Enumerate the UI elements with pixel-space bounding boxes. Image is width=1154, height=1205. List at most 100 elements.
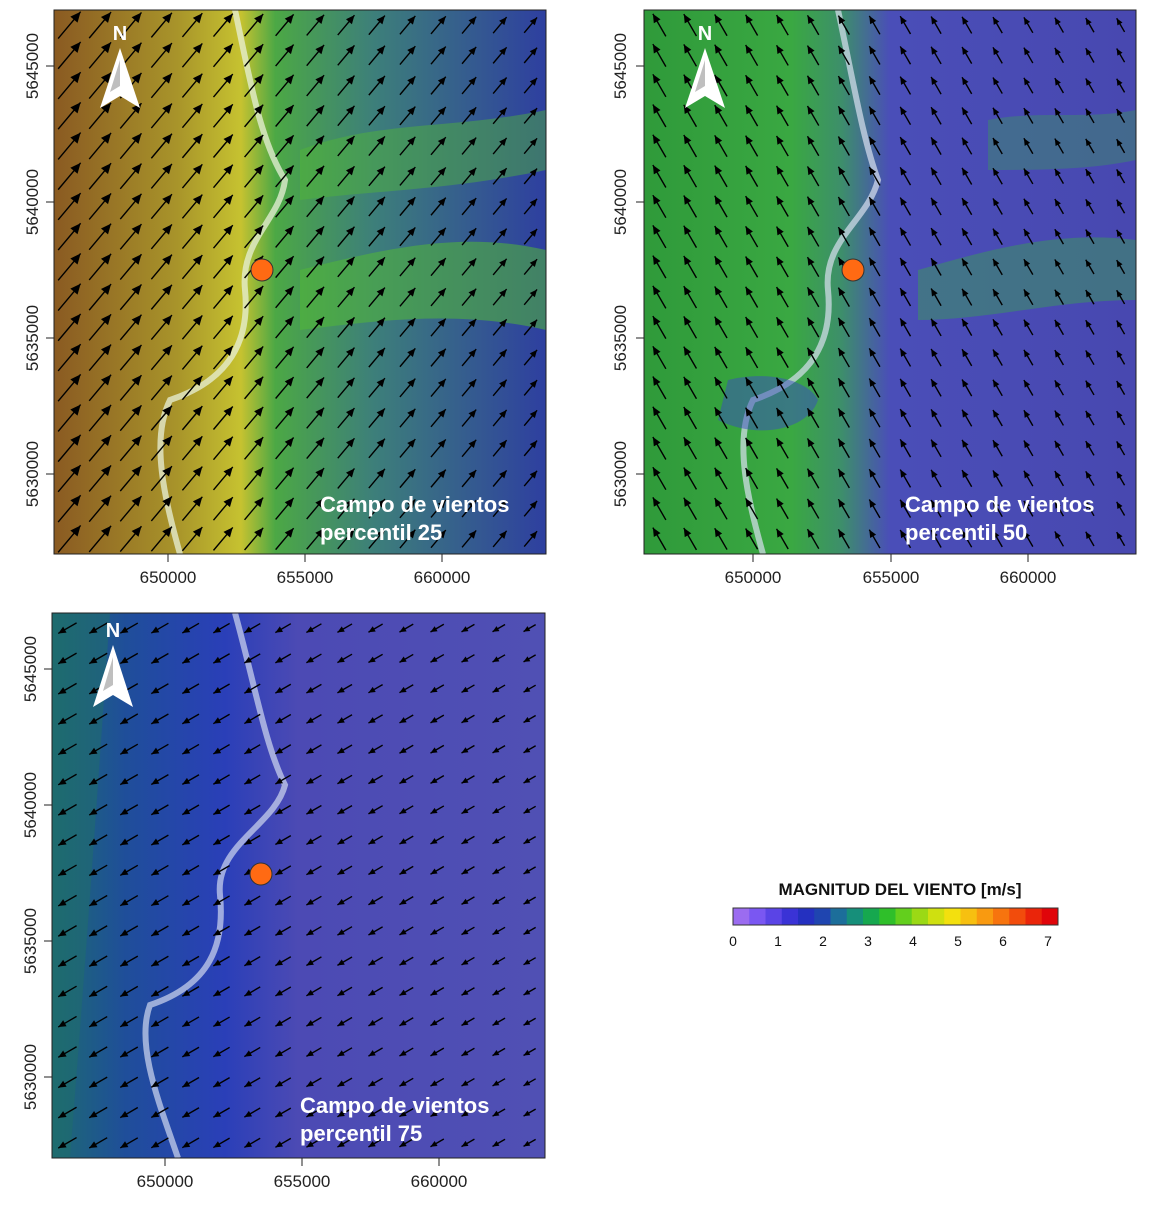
legend-colorbar: 0 1 2 3 4 5 6 7 <box>729 907 1059 949</box>
x-axis: 650000 655000 660000 <box>137 1158 468 1191</box>
wind-arrow-head <box>869 227 877 236</box>
wind-arrow-head <box>376 438 385 448</box>
wind-arrow-head <box>70 102 81 114</box>
wind-arrow-head <box>652 74 661 84</box>
wind-arrow-head <box>254 437 264 447</box>
wind-arrow-head <box>213 838 222 845</box>
wind-arrow-head <box>437 167 446 176</box>
wind-arrow-head <box>776 317 784 327</box>
wind-arrow-head <box>838 257 846 266</box>
wind-arrow-head <box>100 163 112 174</box>
wind-arrow-head <box>714 437 723 447</box>
wind-arrow-head <box>337 686 345 693</box>
wind-arrow-head <box>376 196 385 206</box>
wind-arrow-head <box>714 135 723 145</box>
wind-arrow-head <box>962 137 969 146</box>
wind-arrow-head <box>244 1080 253 1087</box>
wind-arrow-head <box>284 407 294 417</box>
wind-arrow-head <box>337 959 345 966</box>
wind-arrow-head <box>151 929 160 936</box>
wind-arrow-head <box>931 228 938 237</box>
wind-arrow-head <box>120 1050 129 1058</box>
wind-arrow-head <box>407 378 416 388</box>
wind-arrow-head <box>315 528 325 538</box>
wind-arrow-head <box>89 1050 98 1058</box>
wind-arrow-head <box>306 1141 314 1148</box>
wind-arrow-head <box>437 16 446 25</box>
wind-arrow-head <box>499 168 507 177</box>
wind-arrow-head <box>151 899 160 906</box>
wind-arrow-head <box>306 1019 314 1027</box>
wind-arrow-head <box>315 407 325 417</box>
wind-arrow-head <box>523 747 531 753</box>
wind-arrow-head <box>315 498 325 508</box>
wind-arrow-head <box>284 316 294 327</box>
wind-arrow-head <box>430 1110 438 1117</box>
wind-arrow-head <box>192 134 203 145</box>
wind-arrow-head <box>838 438 846 448</box>
wind-arrow-head <box>869 167 877 176</box>
wind-arrow-head <box>162 405 172 417</box>
wind-arrow-head <box>1116 411 1123 419</box>
wind-arrow-head <box>275 959 283 966</box>
wind-arrow-head <box>529 319 538 328</box>
wind-arrow-head <box>992 77 1000 86</box>
wind-arrow-head <box>461 717 469 723</box>
wind-arrow-head <box>529 501 538 509</box>
x-axis: 650000 655000 660000 <box>140 554 470 587</box>
wind-arrow-head <box>437 318 446 327</box>
wind-arrow-head <box>100 525 112 537</box>
wind-arrow-head <box>70 434 81 446</box>
legend-swatch <box>765 908 783 925</box>
wind-arrow-head <box>499 289 507 298</box>
wind-arrow-head <box>407 136 416 146</box>
wind-arrow-head <box>244 929 253 936</box>
wind-arrow-head <box>284 74 294 85</box>
wind-arrow-head <box>492 928 500 935</box>
wind-arrow-head <box>131 435 142 447</box>
wind-arrow-head <box>430 1080 438 1087</box>
wind-arrow-head <box>931 167 938 176</box>
wind-arrow-head <box>58 989 67 997</box>
wind-arrow-head <box>1023 168 1031 177</box>
wind-arrow-head <box>430 838 438 844</box>
wind-arrow-head <box>683 316 692 326</box>
legend-swatch <box>928 908 945 925</box>
wind-arrow-head <box>1023 470 1031 479</box>
legend-tick-label: 1 <box>774 933 782 949</box>
wind-arrow-head <box>70 283 81 295</box>
wind-arrow-head <box>838 76 846 85</box>
wind-arrow-head <box>838 196 846 206</box>
wind-arrow-head <box>499 198 507 207</box>
wind-arrow-head <box>120 1111 129 1118</box>
wind-arrow-head <box>1116 350 1123 358</box>
wind-arrow-head <box>838 15 846 25</box>
wind-arrow-head <box>120 808 129 815</box>
wind-arrow-head <box>89 626 98 634</box>
wind-arrow-head <box>345 196 355 206</box>
wind-arrow-head <box>1023 138 1031 146</box>
wind-arrow-head <box>499 17 507 26</box>
wind-arrow-head <box>284 467 294 478</box>
wind-arrow-head <box>89 1020 98 1027</box>
wind-arrow-head <box>345 317 355 327</box>
wind-arrow-head <box>244 1141 253 1148</box>
wind-arrow-head <box>1054 410 1061 419</box>
wind-arrow-head <box>992 47 1000 56</box>
wind-arrow-head <box>807 317 815 327</box>
x-tick-label: 660000 <box>411 1172 468 1191</box>
wind-arrow-head <box>523 898 531 905</box>
wind-arrow-head <box>120 1141 129 1148</box>
wind-arrow-head <box>376 75 385 85</box>
wind-arrow-head <box>244 686 253 694</box>
wind-arrow-head <box>869 439 877 448</box>
wind-arrow-head <box>745 528 753 538</box>
wind-arrow-head <box>182 1141 191 1148</box>
wind-arrow-head <box>213 1020 222 1027</box>
wind-arrow-head <box>838 45 846 55</box>
wind-arrow-head <box>437 197 446 207</box>
wind-arrow-head <box>131 284 142 296</box>
wind-arrow-head <box>523 1140 531 1147</box>
wind-arrow-head <box>745 196 753 206</box>
wind-arrow-head <box>807 166 815 176</box>
